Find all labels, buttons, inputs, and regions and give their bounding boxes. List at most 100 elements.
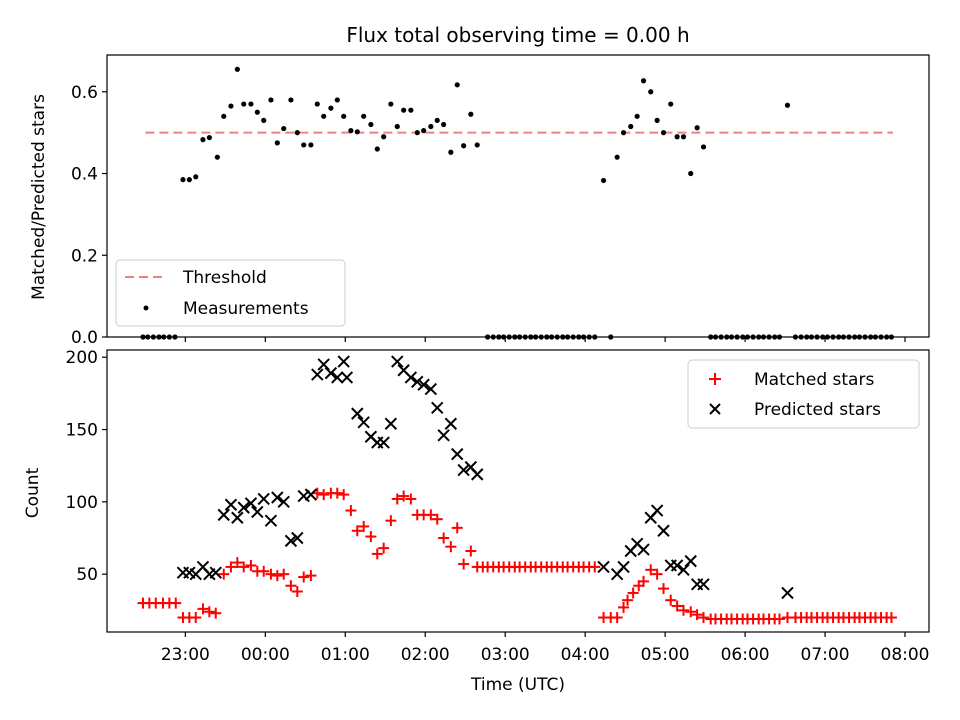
matched-point [271,570,283,582]
measurement-point [628,123,634,130]
matched-point [398,490,410,502]
top-axes-frame [106,54,930,338]
bottom-ytick-label: 200 [66,348,98,368]
measurement-point [700,144,707,150]
predicted-point [351,407,364,420]
predicted-point [284,534,298,548]
matched-point [431,513,443,525]
bottom-axes-frame [106,349,930,633]
matched-point [651,568,663,580]
bottom-ytick-label: 50 [76,565,98,585]
measurement-point [474,142,480,148]
matched-point [318,489,330,501]
matched-point [885,612,897,624]
matched-point [170,597,182,609]
predicted-point [251,505,264,519]
matched-point [203,606,215,618]
matched-point [438,532,450,544]
bottom-xtick-label: 23:00 [161,645,210,665]
measurement-point [388,101,394,107]
predicted-point [237,501,250,514]
predicted-point [264,514,278,527]
legend-measurements-label: Measurements [183,299,309,319]
measurement-point [368,121,374,128]
measurement-point [200,137,206,143]
matched-point [698,612,710,624]
measurement-point [334,97,340,103]
measurement-point [288,97,294,103]
matched-point [645,564,657,576]
legend-matched-swatch [709,373,721,385]
top-legend-box [115,259,346,327]
measurement-point [281,125,287,132]
bottom-xtick-label: 01:00 [321,645,370,665]
legend-measurements-swatch [143,305,149,311]
bottom-legend-box [687,359,920,429]
matched-point [665,594,677,606]
predicted-point [257,492,270,506]
matched-point [197,603,209,615]
measurement-point [248,101,254,107]
predicted-point [677,563,690,577]
matched-point [210,607,222,619]
top-ytick-label: 0.0 [71,328,98,348]
matched-point [678,604,690,616]
predicted-point [391,355,404,368]
measurement-point [180,177,186,183]
predicted-point [244,497,258,510]
bottom-ytick-label: 100 [66,493,98,513]
bottom-xlabel: Time (UTC) [470,675,565,695]
bottom-xtick-label: 08:00 [881,645,930,665]
top-legend: Threshold Measurements [115,259,346,327]
predicted-point [451,447,464,461]
matched-point [265,568,277,580]
legend-matched-label: Matched stars [754,370,874,390]
matched-point [345,505,357,517]
predicted-point [781,586,794,600]
bottom-legend: Matched stars Predicted stars [687,359,920,429]
bottom-ylabel: Count [23,467,43,518]
predicted-point [444,417,458,430]
measurement-point [454,82,460,88]
measurement-point [193,174,199,180]
bottom-xtick-label: 03:00 [481,645,530,665]
top-ytick-label: 0.4 [71,165,98,185]
measurement-point [414,130,420,136]
legend-predicted-label: Predicted stars [754,400,881,420]
predicted-point [471,468,484,481]
legend-threshold-label: Threshold [182,268,267,288]
measurement-point [341,113,347,119]
predicted-point [670,559,684,572]
measurement-point [394,123,400,130]
matched-point [589,561,601,573]
matched-point [405,493,417,505]
predicted-point [684,554,697,568]
measurement-point [434,117,440,123]
figure-title: Flux total observing time = 0.00 h [346,23,689,47]
matched-point [238,561,250,573]
predicted-point [271,491,284,504]
predicted-point [231,511,244,524]
matched-point [278,568,290,580]
measurement-point [620,130,627,136]
legend-predicted-swatch [709,403,721,415]
measurement-point [428,123,434,130]
matched-point [218,568,230,580]
matched-point [358,520,370,532]
measurement-point [268,97,274,103]
measurement-point [328,105,334,111]
matched-point [671,600,683,612]
matched-point [338,489,350,501]
measurement-point [468,111,474,117]
matched-point [451,522,463,534]
measurement-point [784,102,791,108]
measurement-point [294,130,300,136]
measurement-point [228,103,234,109]
matched-point [658,583,670,595]
matched-point [465,545,477,557]
matched-point [622,594,634,606]
bottom-x-ticks: 23:00 00:00 01:00 02:00 03:00 04:00 05:00 06:00… [161,632,930,665]
measurement-point [348,128,354,134]
predicted-point [337,355,350,368]
predicted-point [697,578,710,591]
